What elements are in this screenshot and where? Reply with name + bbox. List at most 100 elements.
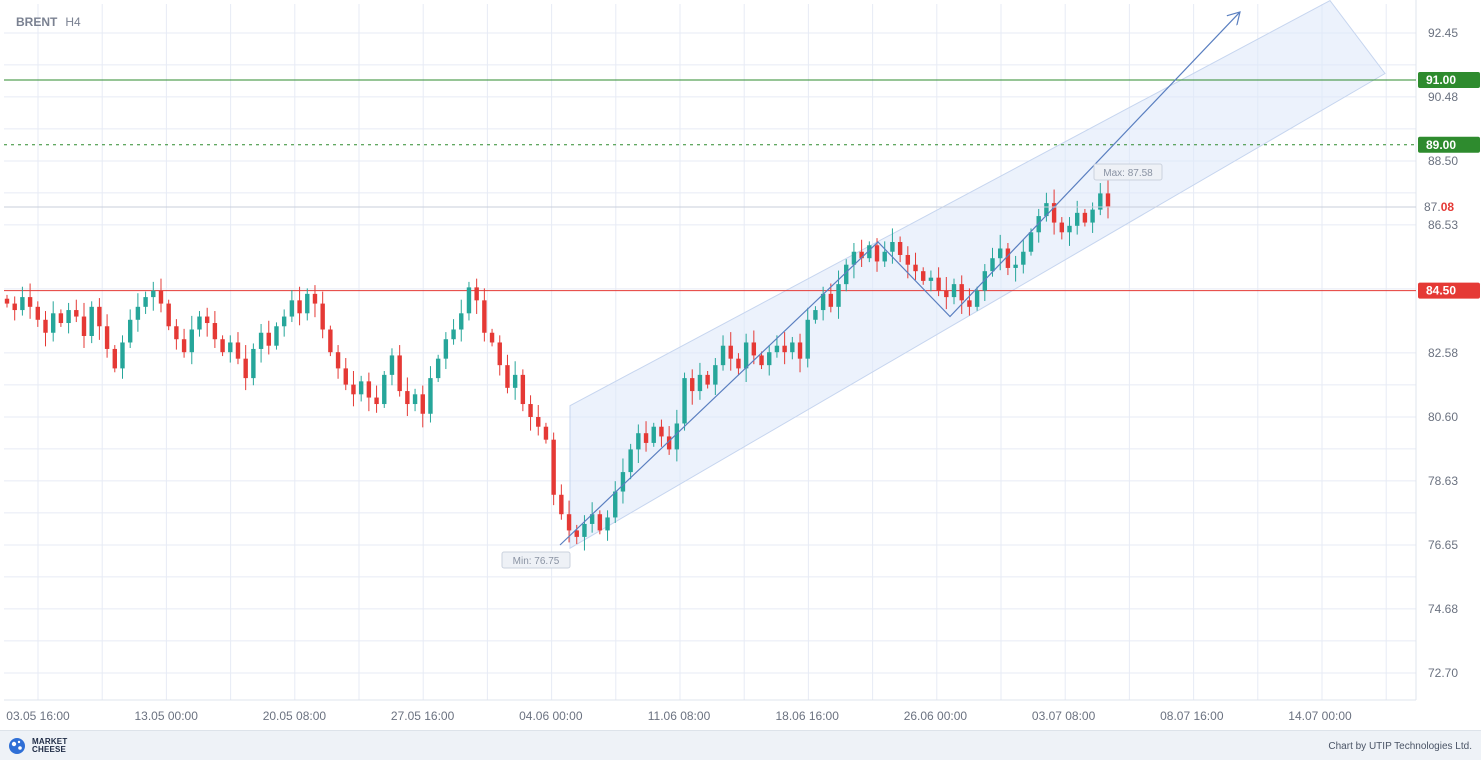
candle-body [882,251,887,262]
candle-body [320,303,325,330]
y-tick-label: 82.58 [1428,346,1458,360]
candle-body [343,368,348,385]
candle-body [374,397,379,405]
candle-body [1005,248,1011,268]
candle-body [613,491,618,518]
candle-body [536,417,541,427]
candle-body [81,316,87,336]
candle-body [790,342,795,353]
candle-body [897,242,903,255]
candle-body [921,271,926,281]
candle-body [20,297,25,311]
candle-body [805,319,810,359]
candle-body [281,316,287,327]
candle-body [220,339,225,353]
candle-body [289,300,295,317]
candlesticks [4,179,1111,551]
footer-bar: MARKET CHEESE Chart by UTIP Technologies… [0,730,1481,760]
candle-body [867,245,872,259]
candle-body [50,313,56,333]
horizontal-levels[interactable] [4,79,1416,292]
candle-body [112,348,117,369]
candle-body [197,316,202,330]
candle-body [428,378,433,414]
candle-body [212,323,218,340]
channel-band[interactable] [569,0,1386,550]
candle-body [420,394,425,414]
time-axis[interactable]: 03.05 16:00 13.05 00:00 20.05 08:00 27.05 1… [6,709,1352,723]
candle-body [335,352,341,369]
candle-body [1082,212,1088,223]
candle-body [705,374,710,385]
y-tick-label: 90.48 [1428,90,1458,104]
candle-body [751,342,757,356]
level-price-tag-text: 89.00 [1426,138,1456,152]
candle-body [405,391,410,405]
candle-body [559,494,564,515]
level-price-tag[interactable]: 89.00 [1418,136,1480,153]
candle-body [959,284,964,301]
level-price-tag[interactable]: 91.00 [1418,71,1480,88]
market-cheese-logo[interactable]: MARKET CHEESE [8,737,67,755]
candle-body [4,298,10,304]
y-tick-label: 92.45 [1428,26,1458,40]
candle-body [135,306,141,320]
level-price-tag-box [1418,136,1480,153]
candle-body [228,342,233,353]
candle-body [620,472,626,492]
candle-body [890,242,895,252]
candle-body [497,342,502,366]
candle-body [151,290,156,298]
candle-body [412,394,418,405]
candle-body [189,329,194,353]
candle-body [874,245,880,262]
level-price-tag[interactable]: 84.50 [1418,282,1480,299]
candle-body [12,303,17,311]
candle-body [1090,209,1095,223]
candle-body [459,313,464,330]
candle-body [651,426,656,443]
candle-body [1067,225,1072,233]
price-chart[interactable]: Max: 87.58 Min: 76.75 92.45 90.48 88.50 86.5… [0,0,1481,730]
candle-body [243,358,248,379]
price-axis[interactable]: 92.45 90.48 88.50 86.53 82.58 80.60 78.63 76.65… [4,26,1480,680]
candle-body [58,313,64,324]
chart-credit[interactable]: Chart by UTIP Technologies Ltd. [1328,741,1472,752]
candle-body [636,433,641,450]
candle-body [120,342,125,369]
y-tick-label: 76.65 [1428,538,1458,552]
candle-body [74,310,79,317]
price-channel[interactable] [569,0,1386,550]
level-price-tag-text: 84.50 [1426,284,1456,298]
candle-body [759,355,764,366]
candle-body [1021,251,1026,265]
candle-body [89,306,94,336]
candle-body [767,352,772,366]
candle-body [166,303,171,327]
candle-body [266,332,271,346]
candle-body [813,310,818,320]
x-tick-label: 27.05 16:00 [391,709,455,723]
candle-body [466,287,472,314]
x-tick-label: 03.05 16:00 [6,709,70,723]
min-annotation-text: Min: 76.75 [513,556,560,567]
candle-body [204,316,210,324]
candle-body [397,355,402,392]
candle-body [743,342,749,369]
candle-body [697,374,703,392]
candle-body [828,293,834,307]
y-tick-label: 88.50 [1428,154,1458,168]
level-price-tag-box [1418,71,1480,88]
candle-body [1028,232,1034,252]
candle-body [666,436,672,450]
candle-body [566,514,572,531]
candle-body [127,319,133,343]
candle-body [474,287,479,301]
candle-body [674,423,680,450]
candle-body [736,358,741,369]
candle-body [297,300,302,314]
x-tick-label: 26.06 00:00 [904,709,968,723]
candle-body [451,329,456,340]
candle-body [582,523,587,537]
candle-body [181,339,187,353]
